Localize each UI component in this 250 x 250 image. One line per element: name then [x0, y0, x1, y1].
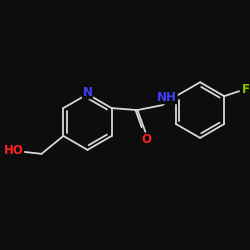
Text: NH: NH — [157, 91, 177, 104]
Text: O: O — [142, 134, 152, 146]
Text: F: F — [242, 83, 250, 96]
Text: HO: HO — [4, 144, 24, 157]
Text: N: N — [82, 86, 92, 99]
